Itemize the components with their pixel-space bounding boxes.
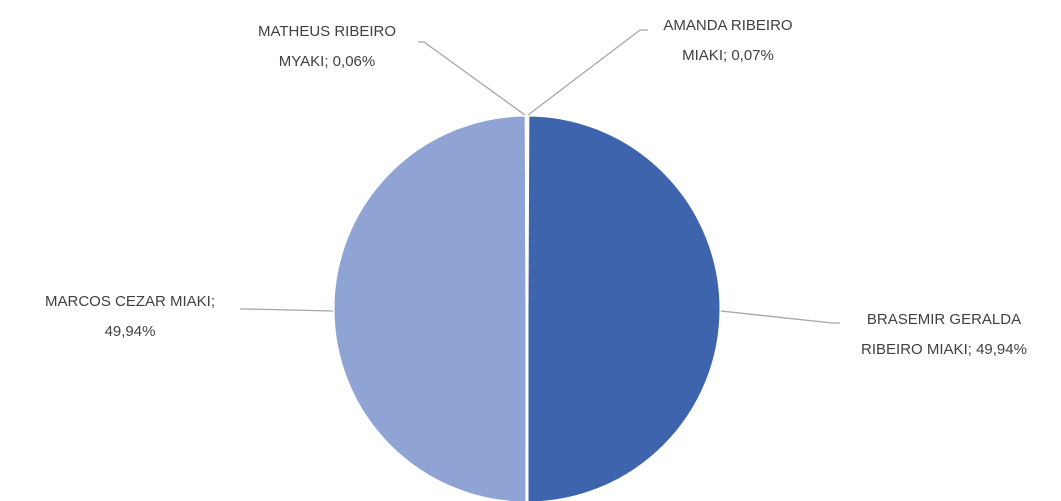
pie-slice [331,113,529,501]
data-label-line: MYAKI; 0,06% [279,53,375,70]
data-label: MATHEUS RIBEIRO MYAKI; 0,06% [258,23,396,70]
leader-line [418,41,526,116]
leader-line [527,29,648,116]
data-label-line: MATHEUS RIBEIRO [258,23,396,40]
data-label-line: MIAKI; 0,07% [682,47,774,64]
data-label-line: RIBEIRO MIAKI; 49,94% [861,341,1027,358]
leader-line [720,310,840,324]
pie-slice [524,113,529,310]
leader-line [240,308,334,312]
pie-slice [525,113,723,501]
data-label: AMANDA RIBEIRO MIAKI; 0,07% [663,17,792,64]
data-label-line: BRASEMIR GERALDA [867,311,1021,328]
data-label: BRASEMIR GERALDA RIBEIRO MIAKI; 49,94% [861,311,1027,358]
data-label-line: AMANDA RIBEIRO [663,17,792,34]
data-label-line: 49,94% [105,323,156,340]
data-label: MARCOS CEZAR MIAKI; 49,94% [45,293,215,340]
data-label-line: MARCOS CEZAR MIAKI; [45,293,215,310]
